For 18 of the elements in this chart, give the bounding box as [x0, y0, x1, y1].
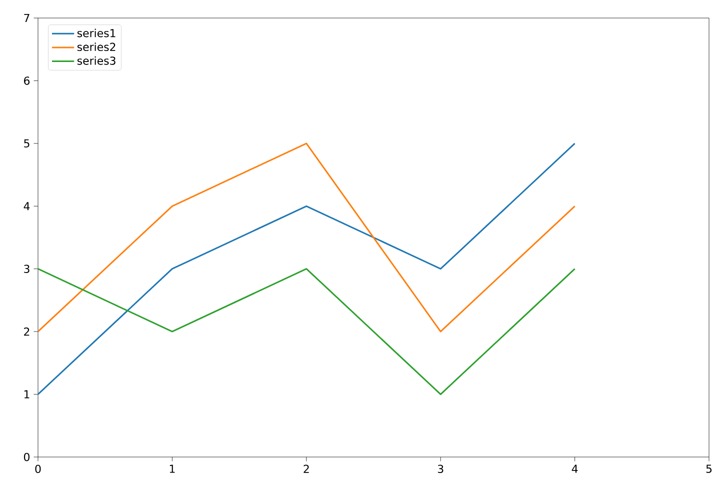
y-tick-label: 6	[24, 76, 30, 85]
y-tick-label: 0	[24, 452, 30, 462]
line-series	[38, 142, 576, 396]
legend-label: series3	[77, 56, 116, 65]
x-tick-label: 2	[304, 464, 309, 473]
y-tick-label: 1	[24, 390, 30, 398]
y-tick-label: 4	[24, 202, 30, 210]
x-tick-label: 0	[35, 464, 41, 474]
x-tick-label: 1	[170, 464, 175, 473]
x-tick-label: 3	[438, 464, 444, 474]
legend-label: series1	[77, 28, 116, 38]
x-tick-label: 5	[706, 464, 712, 473]
legend-label: series2	[77, 42, 116, 52]
y-tick-label: 2	[24, 328, 30, 336]
x-tick-label: 4	[572, 464, 578, 473]
y-tick-label: 5	[24, 139, 30, 148]
y-tick-label: 3	[24, 264, 30, 274]
y-tick-label: 7	[24, 14, 30, 22]
